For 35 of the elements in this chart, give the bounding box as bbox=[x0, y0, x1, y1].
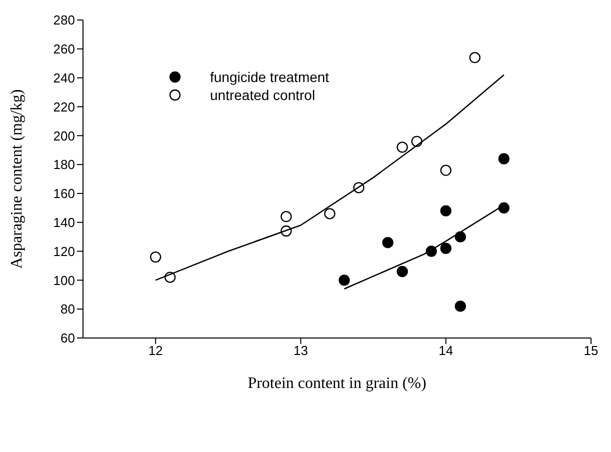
point bbox=[280, 210, 292, 222]
point bbox=[382, 237, 394, 248]
y-axis-title: Asparagine content (mg/kg) bbox=[8, 89, 26, 269]
point bbox=[454, 231, 466, 242]
x-tick-label: 14 bbox=[438, 343, 454, 358]
x-tick-label: 12 bbox=[148, 343, 163, 358]
y-tick-label: 100 bbox=[53, 272, 75, 288]
y-tick-label: 200 bbox=[53, 128, 75, 144]
y-tick-label: 260 bbox=[53, 42, 75, 57]
point bbox=[396, 266, 408, 278]
point bbox=[469, 52, 480, 64]
point bbox=[440, 205, 452, 216]
y-tick-label: 280 bbox=[53, 12, 75, 28]
y-tick-label: 140 bbox=[53, 214, 75, 230]
point bbox=[440, 164, 452, 176]
y-tick-label: 60 bbox=[60, 330, 75, 346]
point bbox=[396, 142, 408, 153]
y-tick-label: 160 bbox=[53, 186, 75, 202]
legend-label: fungicide treatment bbox=[210, 69, 330, 85]
point bbox=[150, 251, 162, 263]
x-tick-label: 15 bbox=[584, 343, 598, 358]
x-tick-label: 13 bbox=[293, 343, 308, 358]
y-tick-label: 180 bbox=[53, 157, 75, 172]
point bbox=[324, 208, 336, 220]
point bbox=[440, 242, 452, 254]
point bbox=[338, 274, 350, 286]
y-tick-label: 120 bbox=[53, 244, 75, 259]
point bbox=[498, 153, 510, 164]
point bbox=[498, 202, 510, 214]
y-tick-label: 80 bbox=[60, 302, 75, 317]
y-tick-label: 220 bbox=[53, 99, 75, 114]
point bbox=[454, 300, 466, 312]
legend-label: untreated control bbox=[210, 87, 316, 103]
x-axis-title: Protein content in grain (%) bbox=[248, 375, 426, 392]
y-tick-label: 240 bbox=[53, 70, 75, 86]
